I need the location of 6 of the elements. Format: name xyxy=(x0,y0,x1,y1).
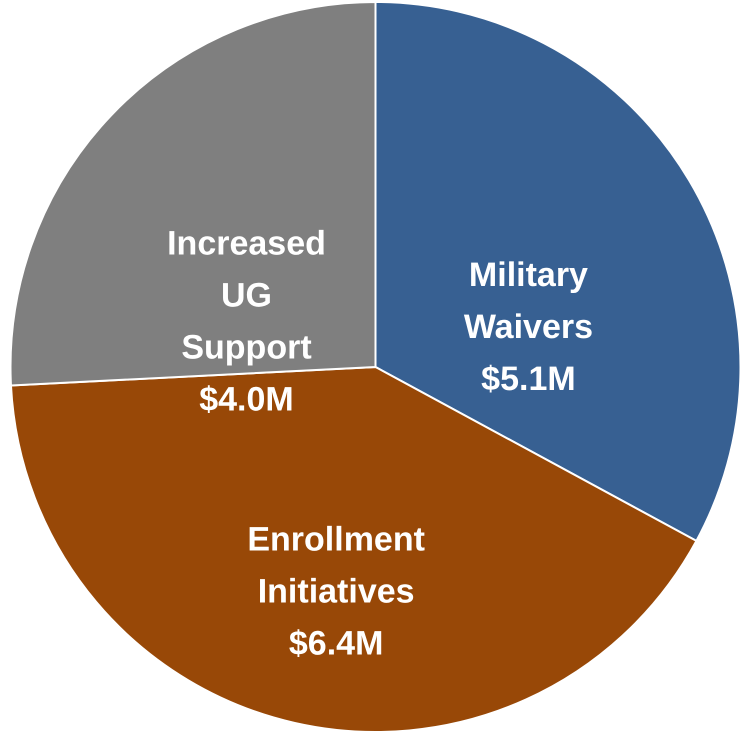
slice-label: Enrollment Initiatives xyxy=(247,520,425,611)
data-label: $6.4M xyxy=(288,624,384,663)
slice-label: Increased UG Support xyxy=(167,224,326,366)
data-label: $5.1M xyxy=(481,360,576,398)
slice-label: Military Waivers xyxy=(464,256,594,346)
data-label: $4.0M xyxy=(199,380,294,418)
